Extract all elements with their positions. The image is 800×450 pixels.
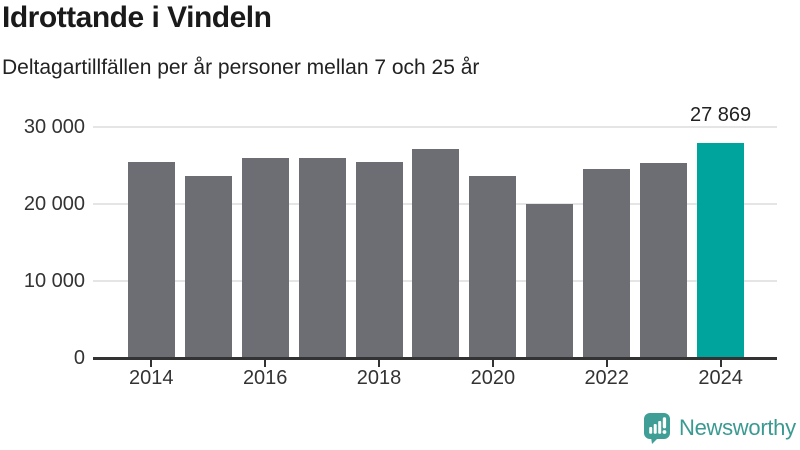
chart-title: Idrottande i Vindeln: [2, 1, 272, 34]
bar-2022: [583, 168, 631, 358]
bar-2014: [127, 161, 175, 358]
x-axis-label: 2020: [470, 367, 516, 389]
chart-subtitle: Deltagartillfällen per år personer mella…: [2, 56, 480, 79]
newsworthy-wordmark: Newsworthy: [679, 415, 796, 440]
bar-2015: [184, 176, 232, 358]
bar-2019: [412, 148, 460, 358]
y-axis-label: 30 000: [23, 116, 85, 138]
bar-2018: [355, 161, 403, 358]
x-axis-line: [93, 357, 777, 360]
newsworthy-bubble-chart-icon: [644, 413, 670, 444]
x-axis-label: 2016: [242, 367, 288, 389]
gridline: [93, 126, 777, 128]
x-axis-tick: [491, 359, 494, 367]
x-axis-tick: [264, 359, 267, 367]
bar-2017: [298, 157, 346, 358]
x-axis-label: 2022: [584, 367, 629, 389]
bar-2024-highlighted: [697, 143, 745, 358]
y-axis-label: 10 000: [23, 270, 85, 292]
x-axis-tick: [150, 359, 153, 367]
bar-2020: [469, 176, 517, 358]
x-axis-tick: [378, 359, 380, 367]
y-axis-label: 20 000: [23, 193, 85, 215]
x-axis-label: 2024: [698, 367, 743, 389]
y-axis-label: 0: [73, 347, 85, 369]
newsworthy-logo[interactable]: Newsworthy: [643, 412, 796, 444]
bar-2023: [640, 163, 688, 358]
x-axis-label: 2014: [129, 367, 174, 389]
x-axis-label: 2018: [356, 367, 402, 389]
bar-2021: [526, 204, 574, 358]
value-annotation: 27 869: [686, 104, 756, 126]
x-axis-tick: [605, 359, 608, 367]
bar-2016: [241, 157, 289, 358]
x-axis-tick: [719, 359, 722, 367]
